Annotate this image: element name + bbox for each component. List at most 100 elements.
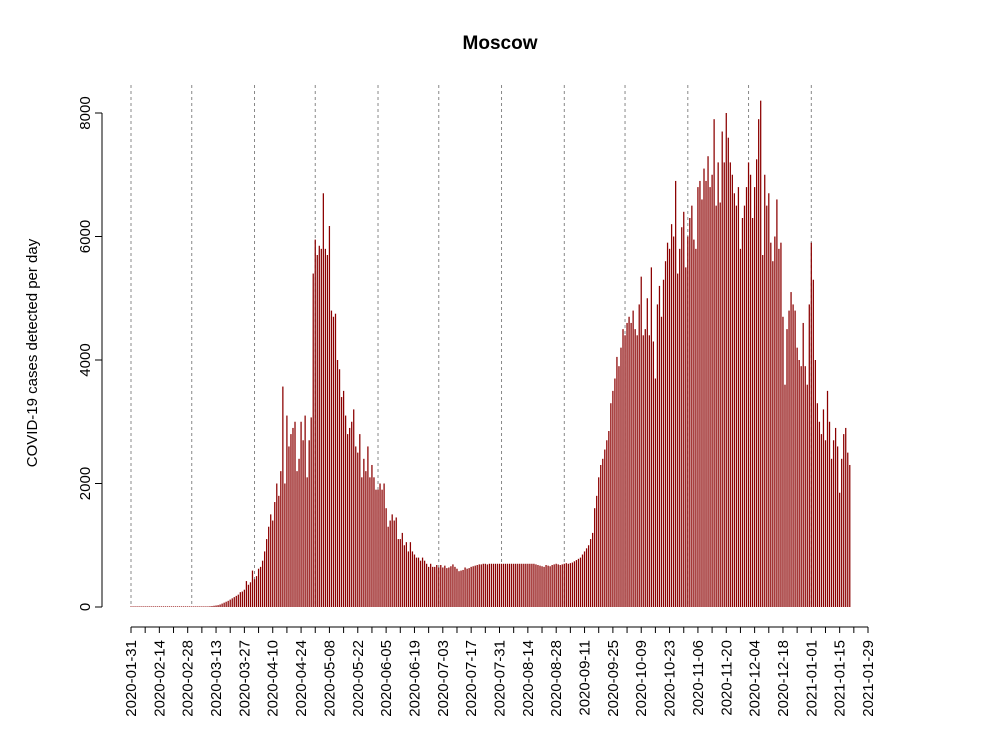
bar bbox=[826, 390, 829, 608]
bar bbox=[183, 606, 185, 607]
bar bbox=[140, 606, 142, 607]
bar bbox=[630, 322, 632, 607]
bar bbox=[715, 205, 717, 608]
bar bbox=[523, 563, 525, 607]
x-tick-label: 2020-04-10 bbox=[265, 640, 282, 717]
bar bbox=[545, 565, 547, 607]
bar bbox=[652, 341, 655, 607]
bar bbox=[766, 205, 768, 608]
bar bbox=[136, 606, 138, 607]
bar bbox=[154, 606, 156, 607]
bar bbox=[490, 563, 493, 607]
bar bbox=[828, 421, 831, 607]
bar bbox=[751, 217, 754, 608]
y-tick-label: 4000 bbox=[77, 343, 94, 376]
bar bbox=[719, 202, 721, 608]
x-tick-label: 2020-07-31 bbox=[492, 640, 509, 717]
y-tick-label: 8000 bbox=[77, 96, 94, 129]
bar bbox=[760, 100, 762, 608]
bar bbox=[233, 597, 235, 607]
x-tick-label: 2020-02-28 bbox=[180, 640, 197, 717]
bar bbox=[401, 532, 403, 607]
bar bbox=[733, 193, 735, 607]
bar bbox=[308, 440, 310, 607]
bar bbox=[709, 187, 711, 607]
bar bbox=[679, 248, 681, 607]
bar bbox=[519, 563, 521, 607]
y-tick-label: 6000 bbox=[77, 220, 94, 253]
bar bbox=[660, 316, 663, 607]
bar bbox=[484, 563, 486, 607]
x-tick-label: 2020-07-17 bbox=[463, 640, 480, 717]
bar bbox=[644, 329, 646, 608]
bar bbox=[727, 137, 729, 607]
bar bbox=[266, 539, 268, 607]
bar bbox=[539, 565, 541, 607]
bar bbox=[839, 492, 841, 607]
bar bbox=[361, 477, 363, 607]
bars bbox=[130, 100, 851, 608]
bar bbox=[636, 335, 638, 607]
bar bbox=[231, 598, 233, 607]
bar bbox=[482, 563, 484, 607]
bar bbox=[270, 514, 272, 608]
bar bbox=[784, 384, 786, 607]
bar bbox=[592, 532, 594, 607]
bar bbox=[430, 563, 432, 607]
bar bbox=[843, 434, 845, 607]
x-tick-label: 2020-10-23 bbox=[662, 640, 679, 717]
bar bbox=[822, 409, 825, 607]
y-tick-label: 0 bbox=[77, 603, 94, 611]
bar bbox=[557, 564, 559, 607]
bar bbox=[276, 483, 278, 607]
bar bbox=[326, 255, 329, 607]
bar bbox=[820, 434, 823, 607]
bar bbox=[739, 248, 742, 607]
bar bbox=[547, 565, 549, 607]
bar bbox=[600, 464, 602, 607]
bar bbox=[282, 386, 284, 607]
bar bbox=[397, 539, 399, 607]
bar bbox=[747, 162, 750, 607]
bar bbox=[806, 384, 808, 607]
bar bbox=[697, 187, 699, 607]
bar bbox=[472, 566, 474, 607]
x-tick-label: 2020-01-31 bbox=[123, 640, 140, 717]
y-tick-label: 2000 bbox=[77, 467, 94, 500]
bar bbox=[403, 545, 405, 607]
bar bbox=[318, 245, 320, 607]
bar bbox=[521, 563, 523, 607]
bar bbox=[689, 217, 691, 608]
bar bbox=[296, 471, 298, 607]
bar bbox=[778, 248, 780, 607]
bar bbox=[132, 606, 134, 607]
bar bbox=[511, 563, 513, 607]
bar bbox=[502, 563, 505, 607]
bar bbox=[221, 603, 223, 607]
bar bbox=[796, 347, 798, 607]
bar bbox=[830, 458, 833, 607]
bar bbox=[351, 421, 353, 607]
bar bbox=[577, 558, 580, 607]
bar bbox=[517, 563, 519, 607]
bar bbox=[316, 255, 318, 607]
bar bbox=[745, 187, 748, 607]
bar bbox=[705, 180, 707, 607]
bar bbox=[448, 567, 450, 607]
x-tick-label: 2020-07-03 bbox=[435, 640, 452, 717]
x-tick-label: 2020-03-27 bbox=[236, 640, 253, 717]
bar bbox=[399, 539, 401, 607]
x-tick-label: 2020-09-25 bbox=[605, 640, 622, 717]
bar bbox=[808, 304, 810, 607]
bar bbox=[598, 477, 600, 607]
bar bbox=[284, 483, 286, 607]
bar bbox=[268, 526, 270, 607]
bar bbox=[189, 606, 191, 607]
bar bbox=[515, 563, 517, 607]
bar bbox=[810, 242, 812, 607]
bar bbox=[245, 581, 248, 607]
bar bbox=[199, 606, 201, 607]
bar bbox=[411, 551, 414, 607]
bar bbox=[533, 563, 535, 607]
bar bbox=[353, 409, 355, 607]
